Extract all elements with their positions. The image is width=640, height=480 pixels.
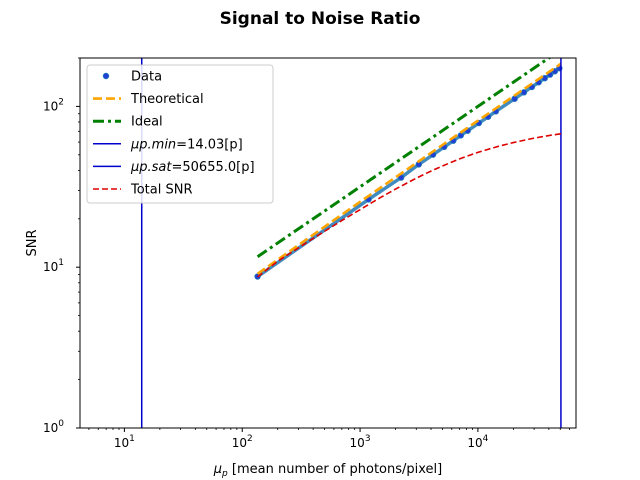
x-tick-exponent: 3 (365, 434, 371, 444)
x-tick-label: 102 (232, 434, 253, 450)
legend-label: μp.min=14.03[p] (130, 137, 243, 152)
y-tick-exponent: 1 (58, 258, 64, 268)
y-axis-label: SNR (25, 229, 40, 256)
legend-label-value: =14.03[p] (176, 137, 243, 152)
x-axis-label-symbol: μ (213, 462, 222, 477)
x-tick-label: 103 (350, 434, 371, 450)
line-ideal (256, 58, 552, 258)
x-tick-base: 10 (467, 436, 482, 450)
legend-label-math: μp.sat (130, 160, 172, 175)
y-tick-label: 101 (43, 258, 64, 274)
y-tick-base: 10 (43, 99, 58, 113)
line-theoretical (256, 62, 562, 275)
legend-label-math: μp.min (130, 137, 176, 152)
y-tick-exponent: 0 (58, 419, 64, 429)
series-theoretical (256, 62, 562, 275)
x-tick-exponent: 1 (129, 434, 135, 444)
data-point (457, 132, 465, 139)
x-axis-label: μp [mean number of photons/pixel] (213, 462, 442, 479)
series-total-snr (257, 132, 562, 278)
line-total-snr (257, 132, 562, 278)
x-tick-base: 10 (232, 436, 247, 450)
x-tick-label: 104 (467, 434, 488, 450)
x-tick-exponent: 4 (483, 434, 489, 444)
series-layer (140, 58, 563, 428)
legend-label: Total SNR (130, 183, 193, 198)
y-tick-label: 100 (43, 419, 64, 435)
legend-label: Ideal (131, 115, 163, 130)
legend-item-p-sat-50655-0-p: μp.sat=50655.0[p] (93, 160, 255, 175)
legend-item-ideal: Ideal (93, 115, 163, 130)
legend-box (86, 64, 274, 204)
legend-label: Theoretical (130, 92, 204, 107)
legend-label-value: =50655.0[p] (172, 160, 255, 175)
y-tick-label: 102 (43, 97, 64, 113)
x-axis-label-subscript: p (221, 469, 228, 479)
x-tick-base: 10 (350, 436, 365, 450)
legend-marker (102, 72, 110, 80)
series-ideal (256, 58, 552, 258)
x-tick-label: 101 (114, 434, 135, 450)
plot-frame (79, 57, 577, 429)
y-tick-exponent: 2 (58, 97, 64, 107)
x-tick-exponent: 2 (247, 434, 253, 444)
legend: Data Theoretical Ideal μp.min=14.03[p] μp.sa… (86, 64, 274, 204)
legend-item-data: Data (102, 70, 162, 85)
legend-item-p-min-14-03-p: μp.min=14.03[p] (93, 137, 243, 152)
y-tick-base: 10 (43, 260, 58, 274)
legend-label: μp.sat=50655.0[p] (130, 160, 255, 175)
chart-title: Signal to Noise Ratio (220, 9, 421, 29)
x-tick-base: 10 (114, 436, 129, 450)
y-tick-base: 10 (43, 421, 58, 435)
legend-item-theoretical: Theoretical (93, 92, 204, 107)
data-point (520, 89, 528, 96)
x-axis-label-text: [mean number of photons/pixel] (228, 462, 442, 477)
legend-label: Data (131, 70, 162, 85)
legend-item-total-snr: Total SNR (93, 183, 193, 198)
